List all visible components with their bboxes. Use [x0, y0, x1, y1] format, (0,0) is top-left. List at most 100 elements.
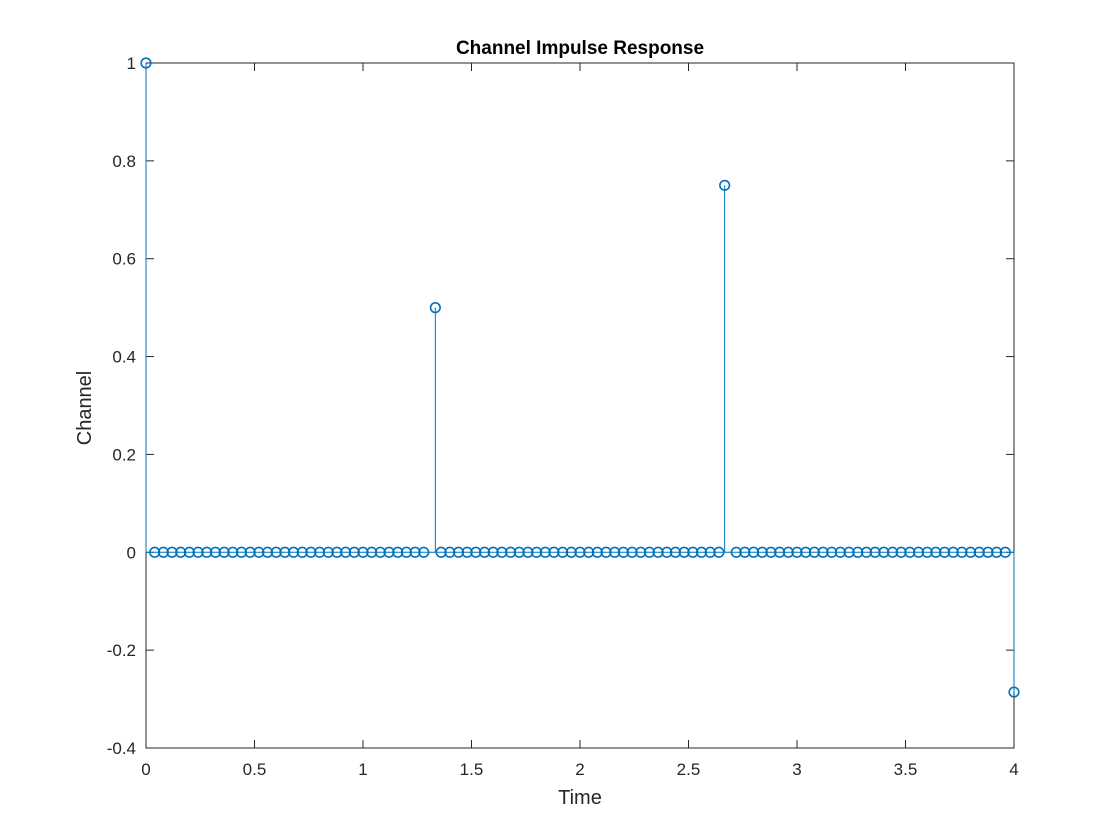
stem-marker — [366, 546, 378, 558]
stem-marker — [201, 546, 213, 558]
y-tick-label: 1 — [127, 54, 136, 73]
stem-marker — [817, 546, 829, 558]
stem-marker — [218, 546, 230, 558]
stem-marker — [253, 546, 265, 558]
stem-marker — [314, 546, 326, 558]
stem-marker — [400, 546, 413, 558]
stem-marker — [183, 546, 195, 558]
stem-marker — [808, 546, 820, 558]
stem-marker — [695, 546, 708, 558]
x-axis-label: Time — [558, 787, 602, 809]
stem-marker — [947, 546, 959, 558]
stem-marker — [617, 546, 630, 558]
stem-marker — [461, 546, 473, 558]
stem-marker — [429, 302, 441, 314]
stem-marker — [678, 546, 690, 558]
x-tick-label: 3.5 — [894, 760, 918, 779]
stem-marker — [687, 546, 699, 558]
stem-marker — [730, 546, 742, 558]
stem-marker — [470, 546, 482, 558]
stem-marker — [643, 546, 656, 558]
stem-marker — [157, 546, 169, 558]
stem-marker — [192, 546, 204, 558]
stem-marker — [878, 546, 890, 558]
stem-marker — [487, 546, 499, 558]
x-tick-label: 0.5 — [243, 760, 267, 779]
stem-marker — [496, 546, 508, 558]
stem-marker — [548, 546, 560, 558]
stem-marker — [719, 179, 731, 191]
stem-marker — [270, 546, 282, 558]
stem-marker — [739, 546, 751, 558]
stem-marker — [635, 546, 647, 558]
stem-marker — [852, 546, 864, 558]
stem-marker — [834, 546, 847, 558]
stem-marker — [609, 546, 621, 558]
stem-marker — [860, 546, 873, 558]
stem-marker — [504, 546, 517, 558]
stem-marker — [782, 546, 794, 558]
stem-marker — [140, 57, 152, 69]
stem-marker — [522, 546, 534, 558]
stem-marker — [348, 546, 360, 558]
stem-marker — [912, 546, 925, 558]
stem-marker — [999, 546, 1011, 558]
stem-marker — [565, 546, 577, 558]
stem-marker — [574, 546, 586, 558]
stem-marker — [791, 546, 803, 558]
stem-marker — [305, 546, 317, 558]
stem-marker — [227, 546, 239, 558]
stem-marker — [244, 546, 256, 558]
x-tick-label: 2 — [575, 760, 584, 779]
stem-marker — [843, 546, 855, 558]
stem-marker — [209, 546, 222, 558]
y-axis-label: Channel — [74, 371, 96, 446]
stem-marker — [765, 546, 777, 558]
stem-marker — [452, 546, 465, 558]
stem-marker — [930, 546, 942, 558]
stem-marker — [991, 546, 1003, 558]
x-tick-label: 1 — [358, 760, 367, 779]
stem-marker — [444, 546, 456, 558]
stem-marker — [921, 546, 933, 558]
y-tick-label: 0.2 — [112, 445, 136, 464]
stem-marker — [626, 546, 638, 558]
stem-marker — [478, 546, 491, 558]
stem-marker — [973, 546, 985, 558]
x-tick-label: 4 — [1009, 760, 1018, 779]
stem-marker — [591, 546, 603, 558]
stem-marker — [331, 546, 343, 558]
chart-title: Channel Impulse Response — [456, 38, 704, 59]
y-tick-label: 0.4 — [112, 348, 136, 367]
x-tick-label: 0 — [141, 760, 150, 779]
stem-marker — [383, 546, 395, 558]
y-tick-label: 0.8 — [112, 152, 136, 171]
stem-marker — [409, 546, 421, 558]
stem-marker — [557, 546, 569, 558]
stem-marker — [175, 546, 187, 558]
stem-marker — [435, 546, 447, 558]
stem-marker — [235, 546, 248, 558]
x-tick-label: 1.5 — [460, 760, 484, 779]
stem-marker — [149, 546, 161, 558]
stem-marker — [374, 546, 386, 558]
stem-marker — [904, 546, 916, 558]
stem-marker — [418, 546, 430, 558]
stem-marker — [826, 546, 838, 558]
stem-marker — [886, 546, 899, 558]
stem-marker — [661, 546, 673, 558]
stem-marker — [357, 546, 369, 558]
stem-marker — [1008, 686, 1020, 698]
stem-marker — [530, 546, 543, 558]
stem-marker — [956, 546, 968, 558]
stem-marker — [756, 546, 768, 558]
x-tick-label: 2.5 — [677, 760, 701, 779]
stem-marker — [392, 546, 404, 558]
stem-marker — [287, 546, 300, 558]
stem-marker — [800, 546, 812, 558]
stem-marker — [600, 546, 612, 558]
stem-marker — [539, 546, 551, 558]
stem-marker — [340, 546, 352, 558]
